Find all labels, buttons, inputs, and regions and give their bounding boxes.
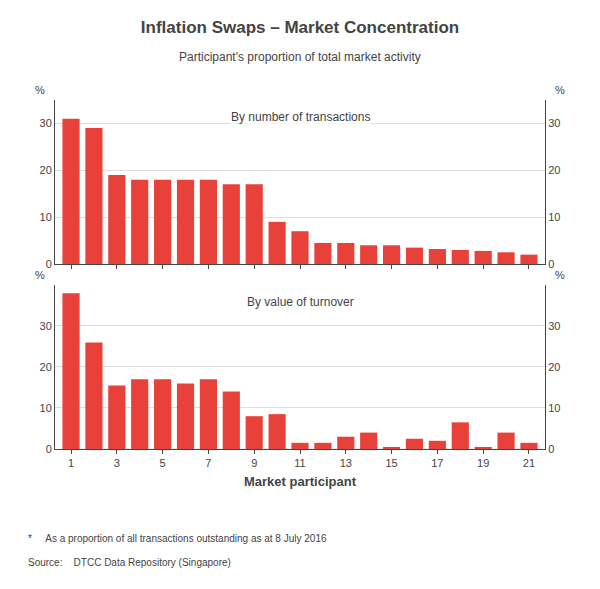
svg-text:15: 15 xyxy=(385,457,397,469)
svg-text:20: 20 xyxy=(548,164,560,176)
svg-text:%: % xyxy=(35,84,45,96)
svg-text:19: 19 xyxy=(477,457,489,469)
svg-text:0: 0 xyxy=(548,258,554,270)
svg-text:20: 20 xyxy=(40,361,52,373)
svg-text:20: 20 xyxy=(548,361,560,373)
svg-text:%: % xyxy=(555,269,565,281)
svg-text:3: 3 xyxy=(114,457,120,469)
svg-text:%: % xyxy=(35,269,45,281)
svg-text:Source: DTCC Data Repositor: Source: DTCC Data Repository (Singapore) xyxy=(28,557,231,568)
svg-text:17: 17 xyxy=(431,457,443,469)
svg-text:By value of turnover: By value of turnover xyxy=(247,295,354,309)
svg-text:9: 9 xyxy=(251,457,257,469)
svg-text:Market participant: Market participant xyxy=(244,474,357,489)
svg-text:30: 30 xyxy=(40,320,52,332)
svg-text:10: 10 xyxy=(548,402,560,414)
svg-text:30: 30 xyxy=(548,320,560,332)
svg-text:11: 11 xyxy=(294,457,305,469)
svg-text:21: 21 xyxy=(523,457,535,469)
svg-text:5: 5 xyxy=(160,457,166,469)
svg-text:13: 13 xyxy=(340,457,352,469)
svg-text:10: 10 xyxy=(548,211,560,223)
svg-text:1: 1 xyxy=(68,457,74,469)
svg-text:30: 30 xyxy=(548,117,560,129)
svg-text:7: 7 xyxy=(205,457,211,469)
svg-text:%: % xyxy=(555,84,565,96)
svg-text:10: 10 xyxy=(40,211,52,223)
svg-text:0: 0 xyxy=(548,443,554,455)
svg-text:10: 10 xyxy=(40,402,52,414)
svg-text:0: 0 xyxy=(46,258,52,270)
svg-text:0: 0 xyxy=(46,443,52,455)
svg-text:By number of transactions: By number of transactions xyxy=(231,110,370,124)
svg-text:Participant's proportion of to: Participant's proportion of total market… xyxy=(179,50,421,64)
svg-text:20: 20 xyxy=(40,164,52,176)
svg-text:30: 30 xyxy=(40,117,52,129)
svg-text:Inflation Swaps – Market Conce: Inflation Swaps – Market Concentration xyxy=(141,18,459,37)
svg-text:* As a proportion of all t: * As a proportion of all transactions ou… xyxy=(28,533,327,544)
